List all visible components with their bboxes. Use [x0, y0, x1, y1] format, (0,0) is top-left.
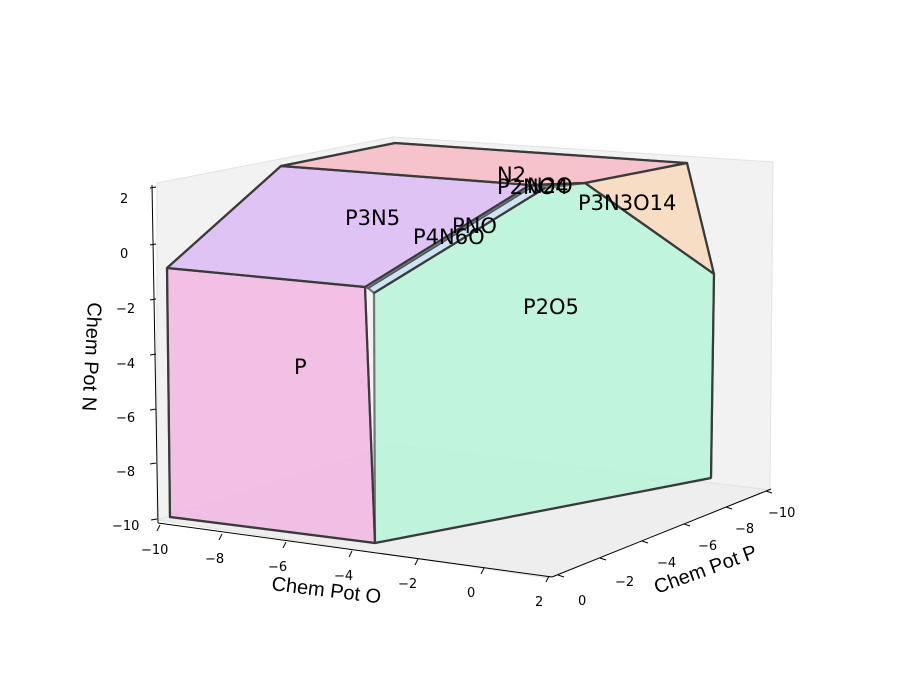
y-axis-tick — [480, 567, 485, 575]
region-label-P2O5: P2O5 — [523, 295, 579, 319]
y-axis-tick — [414, 558, 419, 566]
z-tick-label: 2 — [120, 192, 128, 207]
region-label-P2NO4: P2NO4 — [497, 175, 569, 199]
x-axis-tick — [683, 523, 691, 527]
x-axis-tick — [599, 557, 607, 561]
y-axis-tick — [282, 541, 287, 549]
z-tick-label: −6 — [116, 411, 135, 426]
z-axis-tick — [149, 298, 157, 301]
region-labels: N2 P2NO4 N2O P3N5 PNO P4N6O P3N3O14 P2O5… — [294, 163, 676, 379]
z-tick-label: −2 — [116, 302, 135, 317]
region-label-N2: N2 — [497, 163, 526, 187]
x-tick-label: −4 — [657, 556, 676, 571]
z-axis-tick — [149, 186, 157, 189]
x-axis-tick — [641, 540, 649, 544]
edge-top — [166, 141, 716, 479]
x-tick-label: −6 — [698, 539, 717, 554]
y-tick-label: 2 — [535, 595, 543, 610]
x-axis-tick — [765, 490, 773, 494]
x-axis-tick — [725, 506, 733, 510]
x-axis-line — [551, 488, 772, 578]
y-tick-label: −8 — [205, 552, 224, 567]
z-axis-tick — [149, 243, 157, 246]
y-axis-tick — [545, 575, 550, 583]
region-label-P4N6O: P4N6O — [413, 225, 485, 249]
x-tick-label: 0 — [578, 594, 586, 609]
x-tick-label: −2 — [615, 575, 634, 590]
y-tick-label: −4 — [334, 569, 353, 584]
x-axis-tick — [557, 574, 565, 578]
y-tick-label: −6 — [268, 560, 287, 575]
z-axis-tick — [149, 353, 157, 356]
z-tick-label: 0 — [120, 247, 128, 262]
y-axis-title: Chem Pot O — [270, 573, 382, 608]
y-axis-tick — [218, 533, 223, 541]
region-label-PNO: PNO — [452, 214, 497, 238]
z-axis-tick — [150, 518, 158, 521]
z-tick-label: −10 — [112, 519, 139, 534]
y-axis-tick — [348, 550, 353, 558]
region-face-P — [165, 266, 377, 545]
y-axis-tick — [156, 524, 161, 532]
y-tick-label: 0 — [467, 586, 475, 601]
region-label-P: P — [294, 355, 307, 379]
z-tick-label: −4 — [116, 357, 135, 372]
region-label-P3N5: P3N5 — [345, 206, 400, 230]
z-axis-title: Chem Pot N — [77, 302, 105, 412]
y-tick-label: −2 — [398, 577, 417, 592]
edge-slope-2 — [373, 187, 546, 294]
edge-slope — [364, 181, 715, 288]
region-label-N2O: N2O — [527, 174, 573, 198]
z-tick-label: −8 — [116, 465, 135, 480]
y-axis-line — [157, 522, 553, 578]
z-axis-tick — [149, 408, 157, 411]
edge-left — [165, 267, 712, 545]
polytope-edges — [165, 141, 716, 545]
x-tick-label: −8 — [735, 522, 754, 537]
z-axis: 2 0 −2 −4 −6 −8 −10 Chem Pot N — [77, 184, 159, 534]
x-tick-label: −10 — [768, 506, 795, 521]
z-axis-tick — [149, 462, 157, 465]
region-label-P3N3O14: P3N3O14 — [578, 191, 676, 215]
y-tick-label: −10 — [141, 543, 168, 558]
